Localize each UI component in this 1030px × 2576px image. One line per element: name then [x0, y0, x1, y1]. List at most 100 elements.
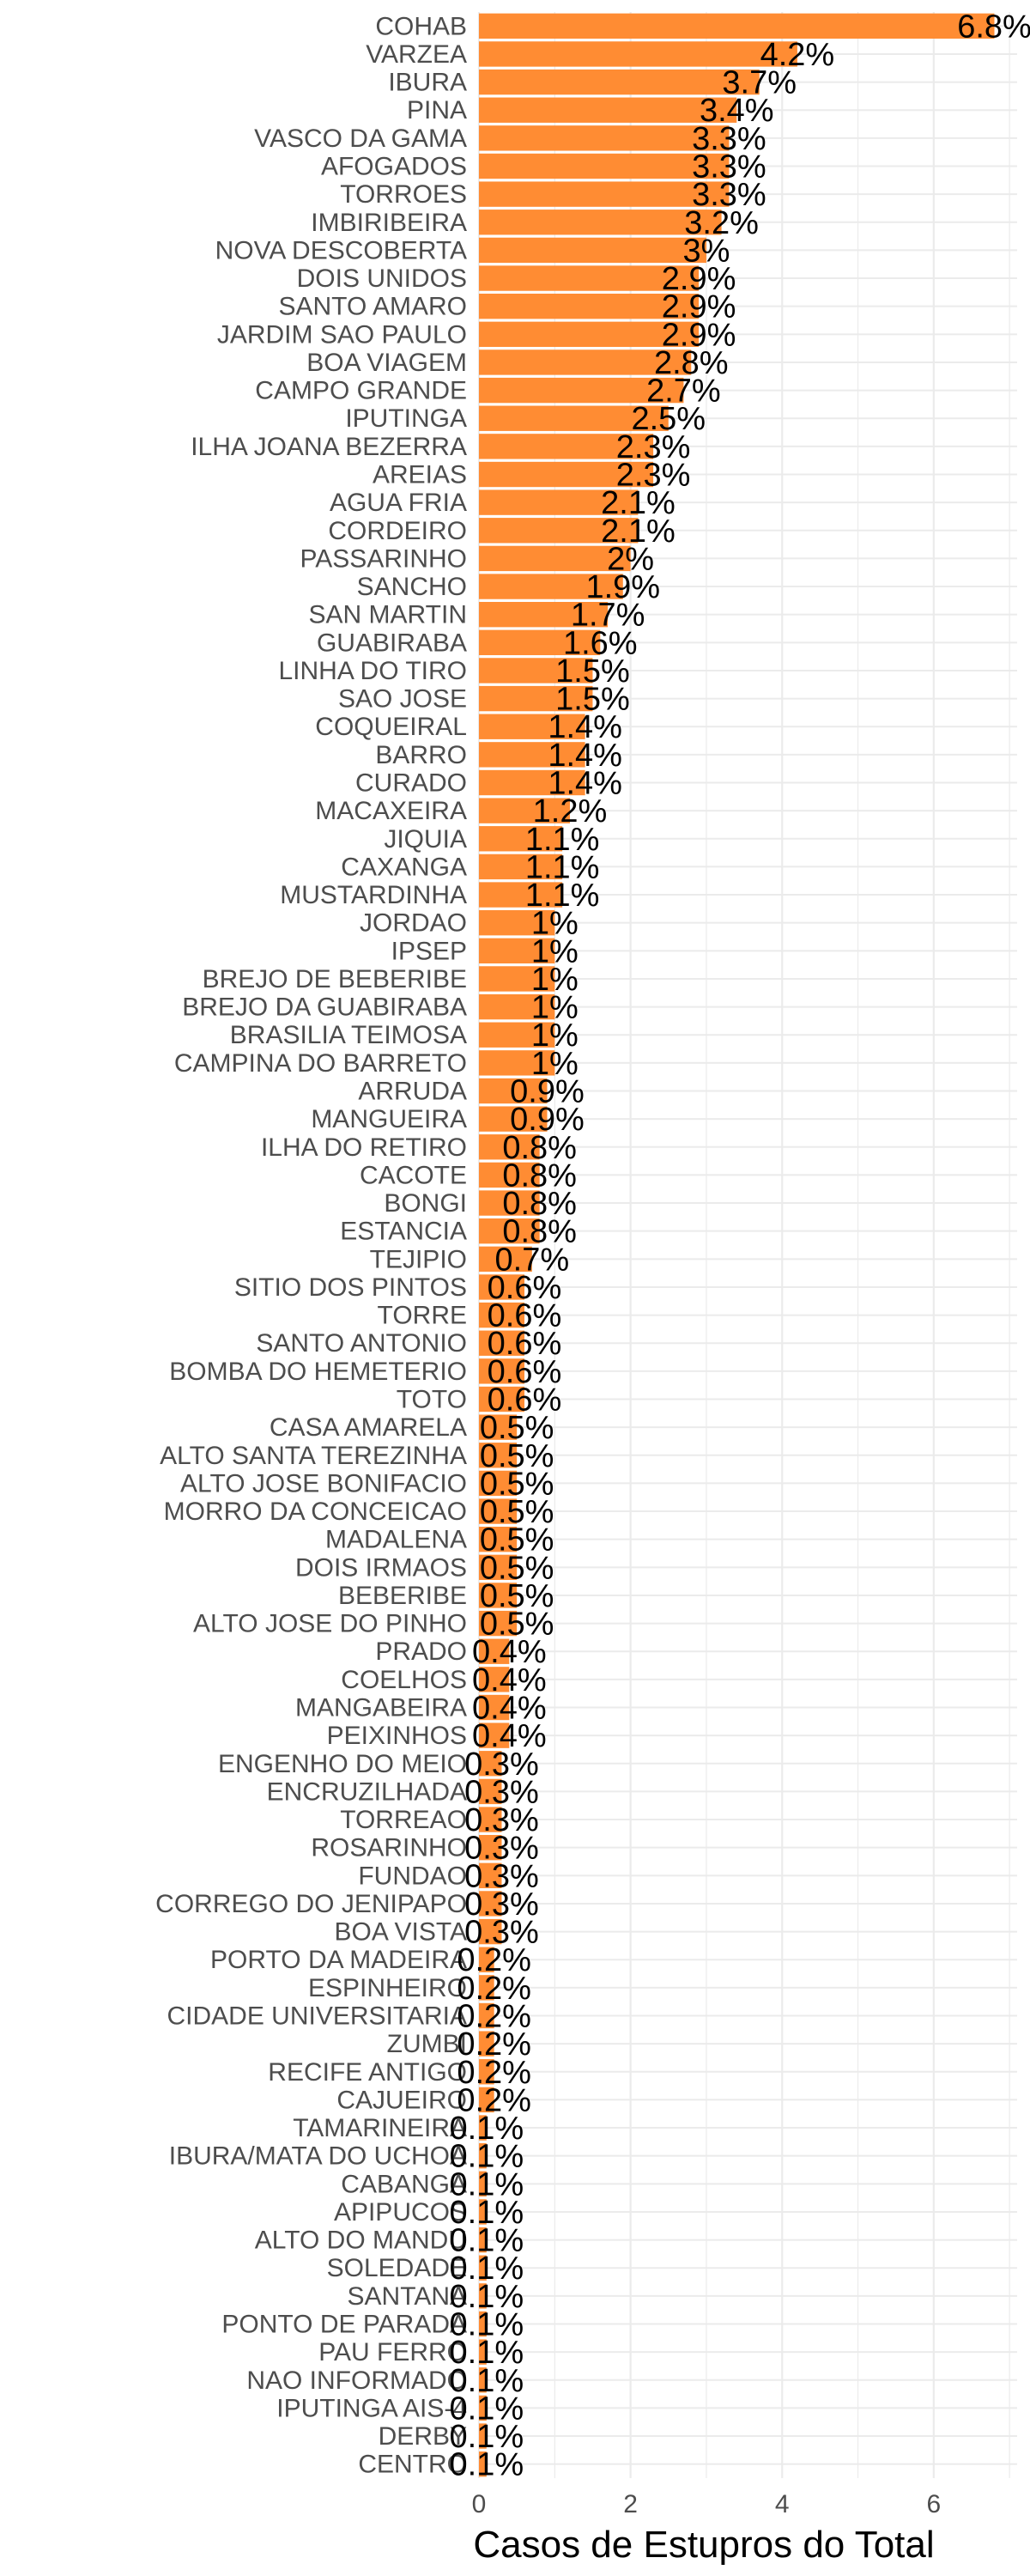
category-label: DOIS IRMAOS [295, 1553, 467, 1582]
x-tick-label: 2 [623, 2490, 638, 2518]
category-label: VARZEA [366, 40, 467, 69]
value-label: 0.1% [450, 2307, 524, 2343]
value-label: 1.4% [548, 709, 622, 745]
value-label: 0.5% [480, 1410, 554, 1446]
bar [479, 2339, 487, 2365]
category-label: CURADO [355, 769, 467, 798]
bar [479, 2087, 494, 2113]
bar [479, 181, 730, 207]
category-label: PEIXINHOS [327, 1722, 467, 1750]
category-label: IPSEP [391, 937, 467, 965]
bar [479, 993, 555, 1020]
bar [479, 1751, 502, 1777]
category-label: DERBY [379, 2422, 467, 2451]
category-label: ESPINHEIRO [308, 1974, 467, 2002]
category-label: CIDADE UNIVERSITARIA [167, 2002, 468, 2031]
bar [479, 909, 555, 936]
category-label: CAJUEIRO [336, 2086, 467, 2114]
value-label: 0.6% [488, 1298, 562, 1334]
value-label: 3.3% [692, 149, 766, 185]
category-label: PINA [407, 96, 467, 125]
value-label: 1.1% [525, 849, 600, 885]
value-label: 0.9% [510, 1074, 585, 1110]
category-label: FUNDAO [358, 1862, 467, 1890]
value-label: 0.5% [480, 1438, 554, 1474]
category-label: SANTO ANTONIO [256, 1329, 467, 1358]
value-label: 2.9% [662, 289, 736, 325]
category-label: ALTO SANTA TEREZINHA [160, 1442, 467, 1470]
bar [479, 601, 609, 628]
bar [479, 1358, 524, 1384]
value-label: 0.1% [450, 2391, 524, 2427]
category-label: IBURA/MATA DO UCHOA [169, 2142, 467, 2171]
value-label: 3.4% [700, 93, 774, 129]
value-label: 0.2% [457, 1999, 531, 2035]
bar [479, 714, 585, 739]
category-label: TORREAO [340, 1806, 467, 1834]
x-tick-label: 6 [927, 2490, 942, 2518]
category-label: SANTO AMARO [279, 293, 468, 321]
bar [479, 2395, 487, 2421]
bar [479, 2059, 494, 2085]
value-label: 0.3% [464, 1802, 539, 1838]
bar [479, 2199, 487, 2225]
bar [479, 2115, 487, 2141]
bar [479, 2255, 487, 2281]
category-label: IPUTINGA AIS-4 [276, 2394, 467, 2422]
value-label: 0.5% [480, 1466, 554, 1502]
value-label: 0.5% [480, 1578, 554, 1614]
category-label: ALTO DO MANDU [255, 2227, 467, 2255]
value-label: 0.8% [502, 1157, 577, 1194]
bar [479, 1498, 518, 1524]
category-label: PONTO DE PARADA [221, 2311, 467, 2339]
value-label: 0.5% [480, 1607, 554, 1643]
category-label: AGUA FRIA [330, 489, 467, 517]
bar [479, 854, 563, 880]
value-labels-layer: 6.8%4.2%3.7%3.4%3.3%3.3%3.3%3.2%3%2.9%2.… [450, 9, 1030, 2482]
bar [479, 1330, 524, 1356]
category-label: BREJO DA GUABIRABA [182, 993, 467, 1022]
bar [479, 405, 669, 431]
bar [479, 349, 692, 375]
value-label: 0.8% [502, 1186, 577, 1222]
value-label: 0.5% [480, 1550, 554, 1586]
bar [479, 658, 593, 683]
bar [479, 1050, 555, 1076]
value-label: 2.1% [601, 513, 676, 550]
bar [479, 1638, 510, 1664]
category-label: SITIO DOS PINTOS [234, 1273, 467, 1302]
category-label: BONGI [384, 1189, 467, 1218]
category-label: APIPUCOS [334, 2198, 467, 2227]
category-label: ZUMBI [387, 2030, 467, 2058]
category-label: COQUEIRAL [315, 713, 467, 741]
value-label: 6.8% [957, 9, 1030, 45]
value-label: 0.8% [502, 1214, 577, 1250]
bar [479, 1778, 502, 1805]
category-label: JIQUIA [384, 825, 467, 854]
bar [479, 2171, 487, 2197]
value-label: 0.3% [464, 1747, 539, 1783]
category-label: ROSARINHO [311, 1834, 467, 1862]
category-label: BOA VISTA [335, 1918, 468, 1947]
category-label: PORTO DA MADEIRA [210, 1946, 467, 1974]
value-label: 0.1% [450, 2223, 524, 2259]
category-label: ALTO JOSE BONIFACIO [180, 1469, 467, 1498]
value-label: 0.8% [502, 1130, 577, 1166]
category-label: TORRE [378, 1302, 467, 1330]
category-label: CAMPINA DO BARRETO [174, 1049, 467, 1078]
category-label: IMBIRIBEIRA [311, 209, 467, 237]
category-label: BRASILIA TEIMOSA [230, 1021, 467, 1049]
bar [479, 13, 995, 39]
category-label: SAN MARTIN [309, 601, 467, 629]
bar [479, 1975, 494, 2001]
category-label: COHAB [375, 12, 467, 40]
category-label: ILHA DO RETIRO [261, 1133, 467, 1162]
bar [479, 377, 684, 404]
value-label: 1.7% [571, 598, 645, 634]
value-label: 0.3% [464, 1774, 539, 1810]
category-label: MANGABEIRA [295, 1694, 467, 1722]
value-label: 0.6% [488, 1326, 562, 1362]
value-label: 1% [531, 962, 579, 998]
category-label: IPUTINGA [345, 404, 467, 433]
bar [479, 1190, 540, 1216]
